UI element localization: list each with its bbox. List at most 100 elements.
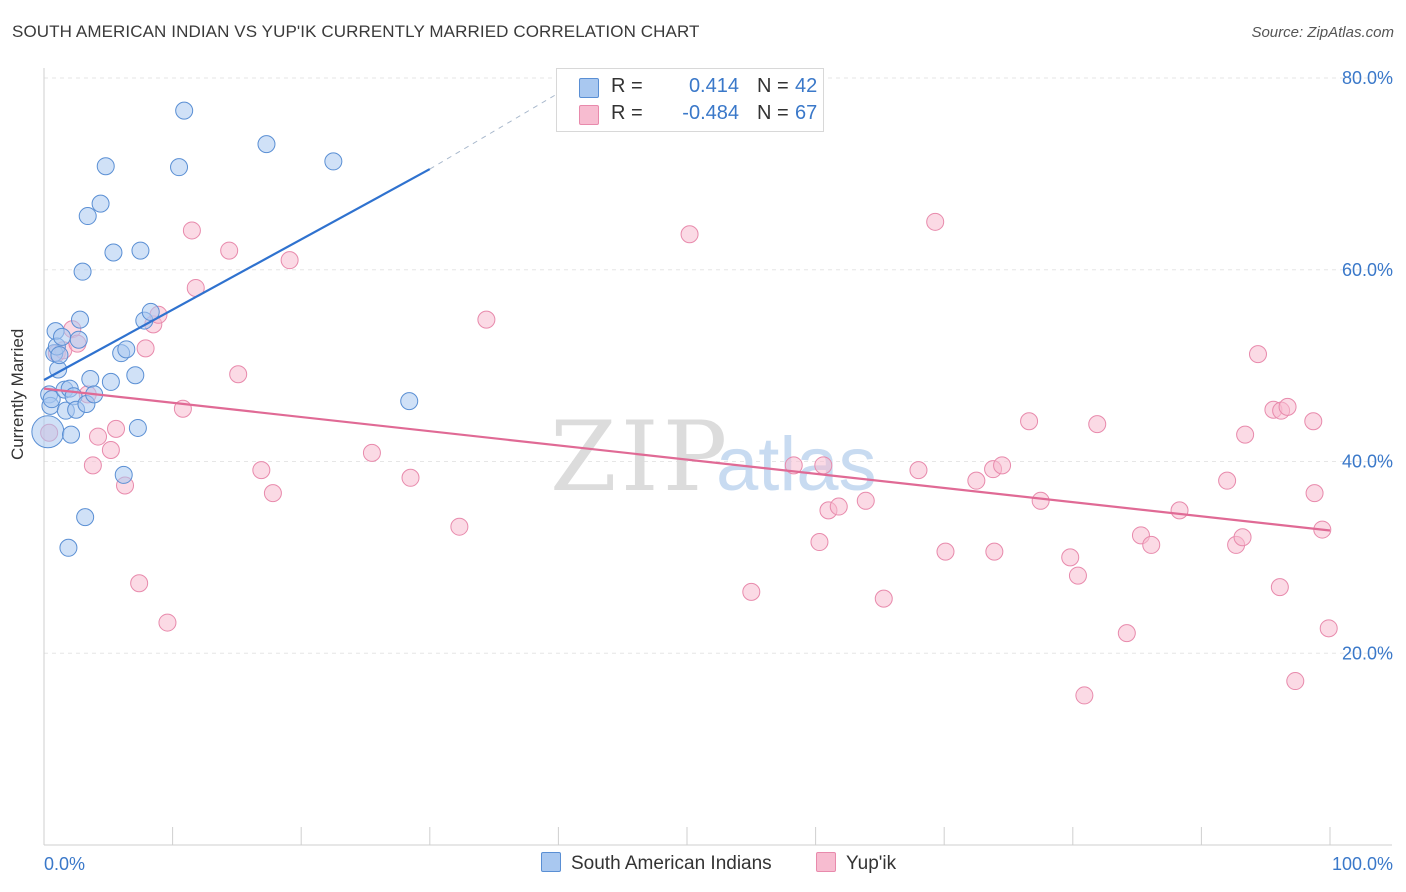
south-american-indians-point [117, 340, 136, 359]
yupik-point [229, 365, 248, 384]
yupik-point [89, 427, 108, 446]
south-american-indians-point [91, 194, 110, 213]
yupik-point [401, 468, 420, 487]
yupik-point [993, 456, 1012, 475]
yupik-point [829, 497, 848, 516]
yupik-point [1117, 624, 1136, 643]
chart-title: SOUTH AMERICAN INDIAN VS YUP'IK CURRENTL… [12, 22, 700, 41]
south-american-indians-point [81, 370, 100, 389]
yupik-point [1233, 528, 1252, 547]
tick-labels: 20.0% 40.0% 60.0% 80.0% 0.0% 100.0% [44, 68, 1393, 874]
legend-n-label: N = [757, 75, 789, 97]
yupik-point [1170, 501, 1189, 520]
south-american-indians-point [175, 101, 194, 120]
yupik-point [362, 443, 381, 462]
legend-r-label: R = [611, 102, 643, 124]
yupik-point [1305, 484, 1324, 503]
yupik-point [182, 221, 201, 240]
yupik-point [1088, 415, 1107, 434]
yupik-point [263, 484, 282, 503]
legend-swatch-blue [579, 78, 599, 98]
y-tick-label: 60.0% [1342, 260, 1393, 280]
yupik-point [280, 251, 299, 270]
south-american-indians-point [324, 152, 343, 171]
yupik-point [985, 542, 1004, 561]
legend-r-value: 0.414 [688, 75, 739, 97]
yupik-point [101, 440, 120, 459]
south-american-indians-point [400, 392, 419, 411]
legend-swatch-pink [579, 105, 599, 125]
south-american-indians-point [170, 158, 189, 177]
yupik-point [926, 212, 945, 231]
source-label: Source: ZipAtlas.com [1251, 24, 1394, 41]
yupik-point [158, 613, 177, 632]
south-american-indians-point [53, 327, 72, 346]
watermark-zip: ZIP [550, 401, 731, 513]
yupik-point [450, 517, 469, 536]
yupik-point [1319, 619, 1338, 638]
yupik-point [1075, 686, 1094, 705]
yupik-point [909, 461, 928, 480]
legend-r-value: -0.484 [682, 102, 739, 124]
bottom-legend-swatch-blue [541, 852, 561, 872]
correlation-legend: R = 0.414 N = 42 R = -0.484 N = 67 [556, 68, 824, 132]
axes [43, 68, 1392, 846]
yupik-point [107, 419, 126, 438]
yupik-trendline [43, 387, 1331, 532]
south-american-indians-points [31, 101, 419, 557]
grid-lines [44, 77, 1392, 654]
south-american-indians-point [71, 310, 90, 329]
bottom-legend-swatch-pink [816, 852, 836, 872]
south-american-indians-point [59, 538, 78, 557]
yupik-point [1020, 412, 1039, 431]
yupik-point [742, 582, 761, 601]
bottom-legend-yupik: Yup'ik [816, 852, 896, 875]
yupik-point [1286, 672, 1305, 691]
yupik-point [1236, 425, 1255, 444]
yupik-point [967, 471, 986, 490]
y-tick-label: 20.0% [1342, 643, 1393, 663]
south-american-indians-point [104, 243, 123, 262]
south-american-indians-point [69, 330, 88, 349]
yupik-point [1278, 397, 1297, 416]
yupik-point [856, 491, 875, 510]
yupik-point [1248, 345, 1267, 364]
yupik-point [936, 542, 955, 561]
south-american-indians-point [257, 135, 276, 154]
south-american-indians-point [76, 508, 95, 527]
yupik-point [477, 310, 496, 329]
yupik-point [1068, 566, 1087, 585]
yupik-point [1218, 471, 1237, 490]
yupik-point [136, 339, 155, 358]
bottom-legend-south-american-indians: South American Indians [541, 852, 772, 875]
south-american-indians-point [42, 390, 61, 409]
south-american-indians-point [114, 465, 133, 484]
south-american-indians-point [126, 366, 145, 385]
yupik-point [874, 589, 893, 608]
south-american-indians-point [101, 372, 120, 391]
yupik-point [1142, 535, 1161, 554]
bottom-legend-label: Yup'ik [846, 853, 897, 874]
yupik-point [83, 456, 102, 475]
yupik-point [252, 461, 271, 480]
south-american-indians-point [78, 207, 97, 226]
south-american-indians-point [128, 418, 147, 437]
trend-lines [43, 77, 1331, 532]
y-tick-label: 80.0% [1342, 68, 1393, 88]
legend-n-value: 42 [795, 75, 818, 97]
yupik-point [1061, 548, 1080, 567]
yupik-point [1270, 578, 1289, 597]
y-axis-label: Currently Married [8, 328, 27, 460]
yupik-point [784, 456, 803, 475]
y-tick-label: 40.0% [1342, 452, 1393, 472]
yupik-point [814, 456, 833, 475]
south-american-indians-point [73, 262, 92, 281]
south-american-indians-point [131, 241, 150, 260]
south-american-indians-point [96, 157, 115, 176]
south-american-indians-trendline [43, 168, 431, 381]
yupik-point [1304, 412, 1323, 431]
x-tick-label-max: 100.0% [1332, 854, 1393, 874]
yupik-point [1031, 491, 1050, 510]
legend-r-label: R = [611, 75, 643, 97]
